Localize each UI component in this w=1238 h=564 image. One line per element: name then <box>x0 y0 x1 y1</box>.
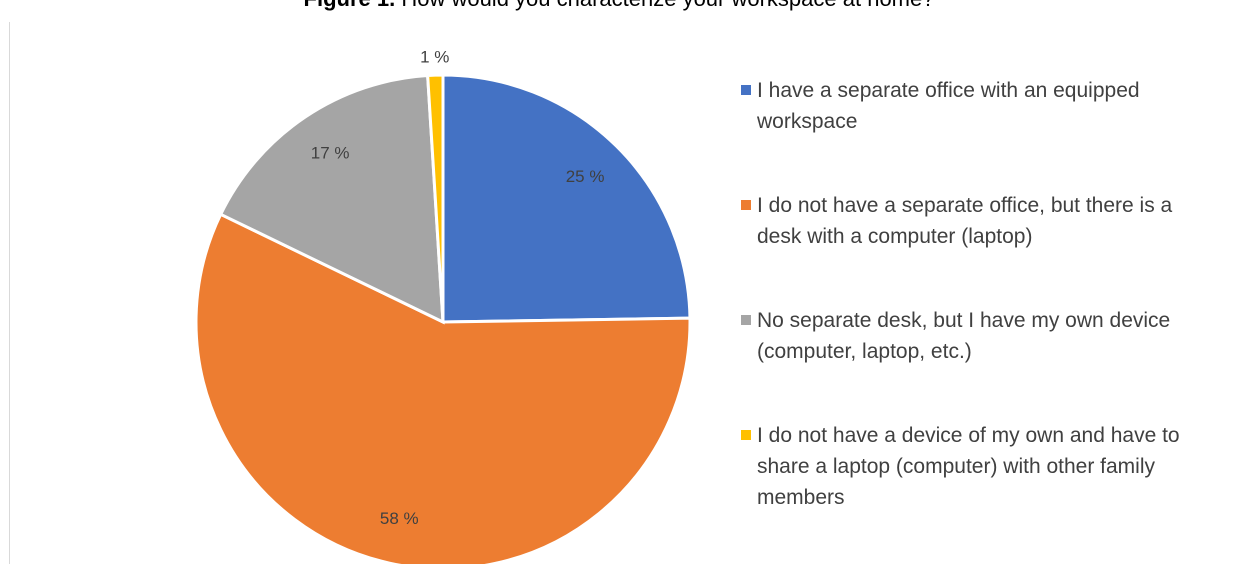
data-label: 58 % <box>380 509 419 528</box>
legend-entry: I have a separate office with an equippe… <box>741 75 1207 137</box>
legend-entry: No separate desk, but I have my own devi… <box>741 305 1207 367</box>
pie-slice <box>194 212 692 564</box>
legend-label: I do not have a separate office, but the… <box>757 194 1173 248</box>
data-label: 17 % <box>311 143 350 162</box>
data-label: 25 % <box>566 167 605 186</box>
legend-entry: I do not have a device of my own and hav… <box>741 420 1207 513</box>
legend-swatch <box>741 85 751 95</box>
pie-slice <box>218 73 445 325</box>
legend-entry: I do not have a separate office, but the… <box>741 190 1207 252</box>
legend-swatch <box>741 315 751 325</box>
legend-swatch <box>741 430 751 440</box>
title-block: Figure 1. How would you characterize you… <box>0 0 1238 12</box>
data-label: 1 % <box>420 47 449 66</box>
pie-slice <box>441 73 692 324</box>
legend-swatch <box>741 200 751 210</box>
figure-label: Figure 1. <box>304 0 396 11</box>
chart-title: How would you characterize your workspac… <box>401 0 934 11</box>
legend-label: No separate desk, but I have my own devi… <box>757 309 1171 363</box>
pie-slice <box>426 73 445 323</box>
legend-label: I have a separate office with an equippe… <box>757 79 1140 133</box>
legend-label: I do not have a device of my own and hav… <box>757 424 1180 509</box>
